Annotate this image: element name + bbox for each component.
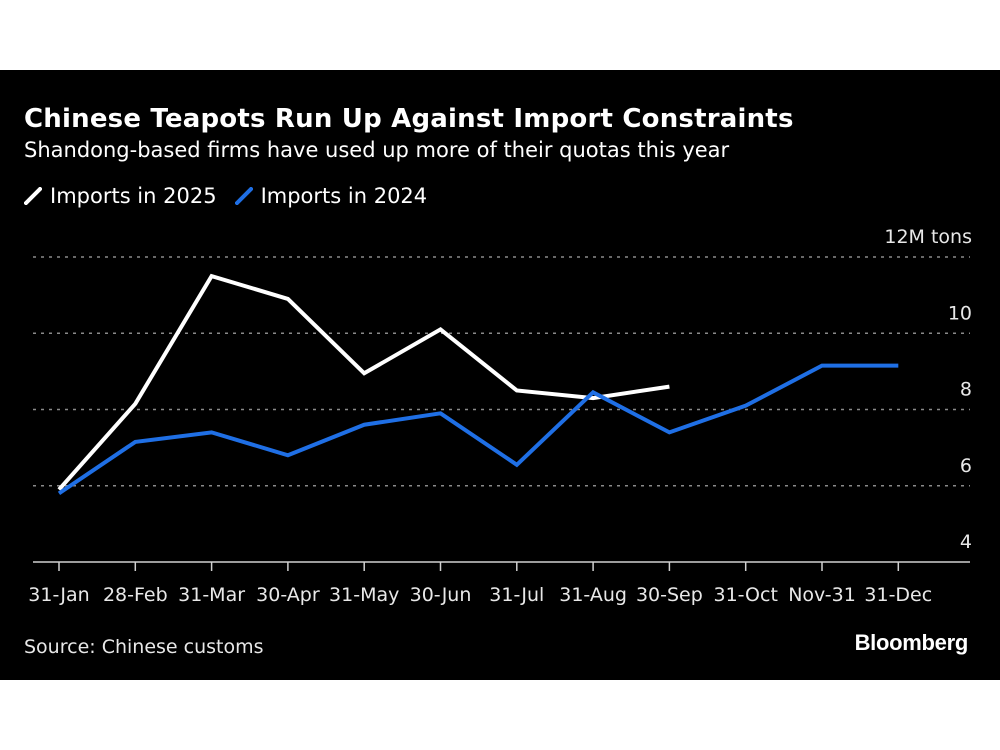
legend-item-2024: Imports in 2024 (234, 184, 428, 208)
chart-panel: Chinese Teapots Run Up Against Import Co… (0, 70, 1000, 680)
x-tick-label: 31-Dec (864, 584, 932, 606)
series-line-imports-in-2024 (57, 363, 899, 496)
y-tick-label: 8 (960, 379, 972, 401)
source-note: Source: Chinese customs (24, 636, 264, 658)
x-tick-label: 31-Aug (559, 584, 627, 606)
legend-label-2025: Imports in 2025 (50, 184, 217, 208)
y-tick-label: 4 (960, 531, 972, 553)
legend-swatch-2025 (24, 187, 42, 205)
legend-label-2024: Imports in 2024 (260, 184, 428, 208)
line-chart: 4 6 8 10 12M tons 31-Jan 28-Feb 31-Mar 30-Apr 31-… (28, 226, 972, 606)
bloomberg-logo: Bloomberg (854, 630, 969, 655)
x-tick-label: Nov-31 (788, 584, 856, 606)
series-line-imports-in-2025 (57, 273, 670, 491)
legend: Imports in 2025 Imports in 2024 (24, 184, 445, 208)
x-tick-label: 30-Sep (636, 584, 703, 606)
x-tick-label: 30-Apr (256, 584, 320, 606)
x-tick-label: 31-Oct (713, 584, 777, 606)
chart-title: Chinese Teapots Run Up Against Import Co… (24, 104, 794, 134)
x-tick-label: 31-May (329, 584, 399, 606)
y-tick-label: 6 (960, 455, 972, 477)
x-tick-label: 30-Jun (410, 584, 472, 606)
x-tick-label: 31-Jan (28, 584, 89, 606)
x-tick-label: 28-Feb (103, 584, 168, 606)
x-tick-label: 31-Jul (489, 584, 544, 606)
y-tick-label: 10 (948, 302, 972, 324)
legend-swatch-2024 (234, 187, 253, 205)
chart-subtitle: Shandong-based firms have used up more o… (24, 138, 730, 162)
y-tick-label: 12M tons (884, 226, 972, 248)
x-tick-label: 31-Mar (178, 584, 245, 606)
legend-item-2025: Imports in 2025 (24, 184, 217, 208)
